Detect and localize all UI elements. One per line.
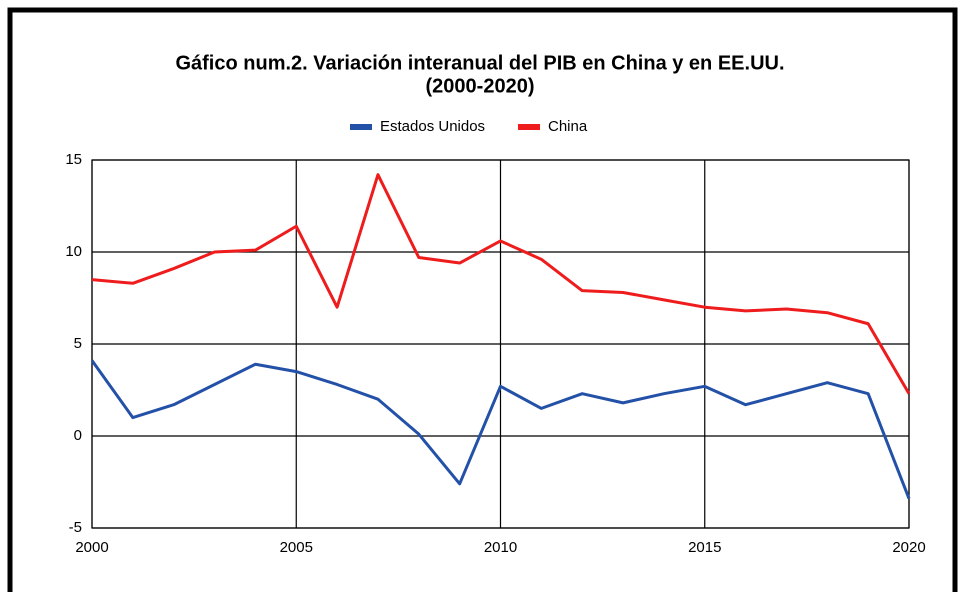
series-line: [91, 173, 911, 395]
legend-label: Estados Unidos: [380, 118, 485, 135]
y-tick-label: -5: [69, 519, 82, 536]
x-tick-label: 2000: [75, 539, 108, 556]
legend-swatch: [518, 124, 540, 130]
x-tick-label: 2015: [688, 539, 721, 556]
frame: [7, 7, 958, 592]
legend-label: China: [548, 118, 588, 135]
legend-swatch: [350, 124, 372, 130]
y-tick-label: 0: [74, 427, 82, 444]
chart-title: Gáfico num.2. Variación interanual del P…: [175, 52, 784, 74]
y-tick-label: 5: [74, 335, 82, 352]
y-tick-label: 10: [65, 243, 82, 260]
x-tick-label: 2020: [892, 539, 925, 556]
series-line: [90, 359, 911, 500]
chart-title: (2000-2020): [426, 75, 535, 97]
x-tick-label: 2005: [280, 539, 313, 556]
y-tick-label: 15: [65, 151, 82, 168]
x-tick-label: 2010: [484, 539, 517, 556]
